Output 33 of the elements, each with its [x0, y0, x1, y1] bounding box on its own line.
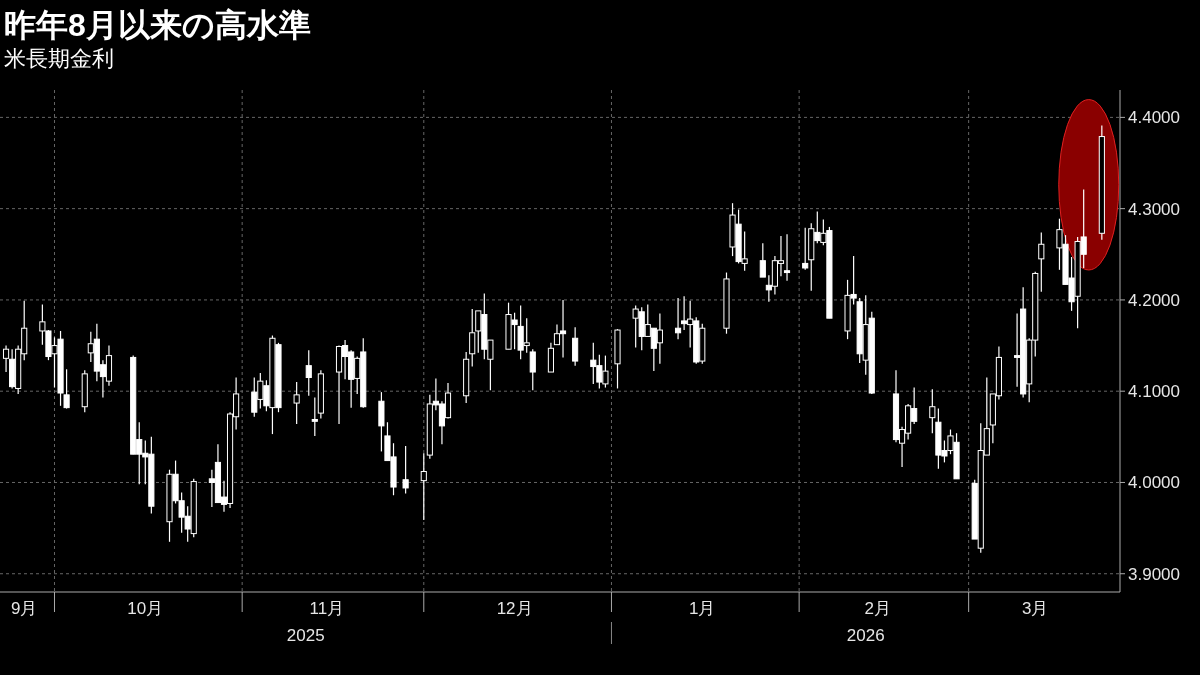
x-tick-label: 12月	[496, 599, 533, 618]
chart-subtitle: 米長期金利	[4, 46, 114, 71]
x-tick-label: 1月	[689, 599, 716, 618]
candlestick	[1038, 231, 1045, 293]
text: 2025	[286, 626, 325, 645]
candlestick	[802, 227, 809, 271]
candlestick	[547, 342, 554, 373]
x-tick-label: 3月	[1022, 599, 1049, 618]
x-tick-label: 11月	[309, 599, 345, 618]
y-tick-label: 4.4000	[1128, 108, 1180, 128]
candlestick	[759, 242, 766, 278]
chart-title: 昨年8月以来の高水準	[4, 7, 311, 43]
y-tick-label: 4.3000	[1128, 199, 1180, 219]
candlestick	[305, 349, 312, 397]
text: 2026	[846, 626, 885, 645]
x-tick-label: 10月	[127, 599, 164, 618]
candlestick	[469, 308, 476, 368]
candlestick	[293, 381, 300, 425]
y-tick-label: 4.1000	[1128, 382, 1180, 402]
x-tick-label: 9月	[10, 599, 38, 618]
y-tick-label: 4.0000	[1128, 473, 1180, 493]
candlestick	[929, 388, 936, 434]
candlestick	[529, 348, 536, 391]
candlestick	[2, 344, 10, 373]
candlestick	[572, 326, 579, 367]
y-tick-label: 3.9000	[1128, 564, 1180, 584]
candlestick	[783, 233, 791, 282]
x-tick-label: 2月	[864, 599, 892, 618]
candlestick	[674, 297, 682, 340]
y-tick-label: 4.2000	[1128, 290, 1180, 310]
candlestick	[311, 396, 318, 437]
candlestick	[402, 445, 409, 495]
candlestick	[420, 452, 427, 521]
